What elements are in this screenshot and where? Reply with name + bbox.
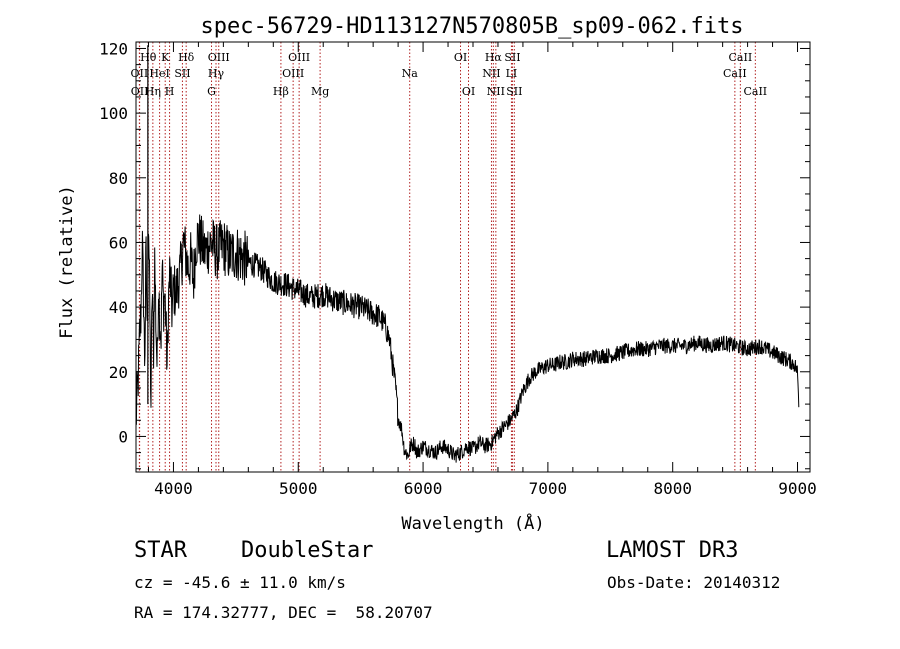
line-marker-label: K <box>161 51 170 64</box>
line-marker-label: Hγ <box>208 67 225 80</box>
x-tick-label: 7000 <box>529 479 568 498</box>
object-subclass: DoubleStar <box>241 538 374 563</box>
line-marker-label: H <box>165 85 175 98</box>
line-marker-label: NII <box>482 67 500 80</box>
line-marker-label: OIII <box>208 51 230 64</box>
y-tick-label: 60 <box>109 233 128 252</box>
line-marker-label: Hη <box>145 85 161 98</box>
x-tick-label: 5000 <box>279 479 318 498</box>
line-marker-label: OI <box>454 51 467 64</box>
line-marker-label: OI <box>462 85 475 98</box>
y-tick-label: 120 <box>99 39 128 58</box>
line-marker-label: OII <box>131 85 149 98</box>
object-class: STAR <box>134 538 187 563</box>
y-tick-label: 20 <box>109 363 128 382</box>
redshift-cz: cz = -45.6 ± 11.0 km/s <box>134 573 346 592</box>
y-tick-label: 40 <box>109 298 128 317</box>
line-marker-label: OIII <box>282 67 304 80</box>
line-markers <box>138 42 756 472</box>
line-marker-label: Hα <box>485 51 503 64</box>
line-marker-label: HeI <box>149 67 169 80</box>
line-marker-label: LI <box>506 67 518 80</box>
line-marker-label: Mg <box>311 85 329 98</box>
x-tick-label: 6000 <box>404 479 443 498</box>
line-marker-label: NII <box>487 85 505 98</box>
x-axis-ticks: 4000 5000 6000 7000 8000 9000 <box>147 42 817 498</box>
x-tick-label: 9000 <box>778 479 817 498</box>
y-tick-label: 0 <box>118 427 128 446</box>
line-marker-label: SII <box>506 85 522 98</box>
line-marker-label: G <box>207 85 216 98</box>
survey-name: LAMOST DR3 <box>606 538 739 563</box>
y-tick-label: 100 <box>99 104 128 123</box>
x-axis-label: Wavelength (Å) <box>401 512 544 534</box>
line-marker-label: Hβ <box>273 85 289 98</box>
observation-date: Obs-Date: 20140312 <box>607 573 781 592</box>
line-marker-label: CaII <box>723 67 747 80</box>
line-marker-labels: HθOIIOIIHηHeIKHSIIHδOIIIHγGHβOIIIOIIIMgN… <box>131 51 768 98</box>
y-axis-ticks: 0 20 40 60 80 100 120 <box>99 39 810 470</box>
line-marker-label: OII <box>131 67 149 80</box>
line-marker-label: OIII <box>288 51 310 64</box>
spectrum-line <box>135 214 800 463</box>
chart-title: spec-56729-HD113127N570805B_sp09-062.fit… <box>200 14 743 39</box>
line-marker-label: SII <box>174 67 190 80</box>
x-tick-label: 8000 <box>653 479 692 498</box>
line-marker-label: Na <box>402 67 419 80</box>
line-marker-label: CaII <box>743 85 767 98</box>
y-tick-label: 80 <box>109 169 128 188</box>
line-marker-label: SII <box>504 51 520 64</box>
ra-dec-coordinates: RA = 174.32777, DEC = 58.20707 <box>134 603 433 622</box>
y-axis-label: Flux (relative) <box>57 185 77 339</box>
x-tick-label: 4000 <box>154 479 193 498</box>
line-marker-label: CaII <box>729 51 753 64</box>
line-marker-label: Hδ <box>178 51 195 64</box>
